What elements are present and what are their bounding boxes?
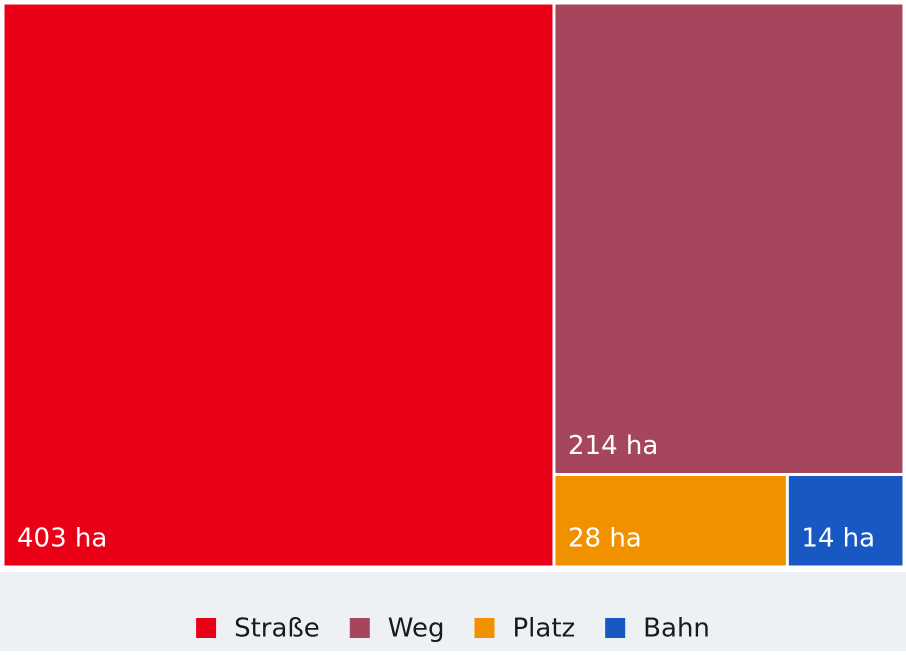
legend-swatch [605,618,626,638]
tile-label: 214 ha [568,431,658,461]
legend-swatch [349,618,370,638]
legend-label: Bahn [643,614,710,644]
tile [4,4,553,566]
tile-label: 28 ha [568,524,642,554]
legend-background [0,572,906,651]
tile [555,4,903,473]
tile [788,475,903,566]
tile-label: 403 ha [17,524,107,554]
legend-label: Weg [388,614,445,644]
legend-swatch [474,618,495,638]
legend-label: Platz [512,614,575,644]
tile-label: 14 ha [801,524,875,554]
legend-label: Straße [234,614,320,644]
legend-swatch [196,618,217,638]
tile [555,475,786,566]
